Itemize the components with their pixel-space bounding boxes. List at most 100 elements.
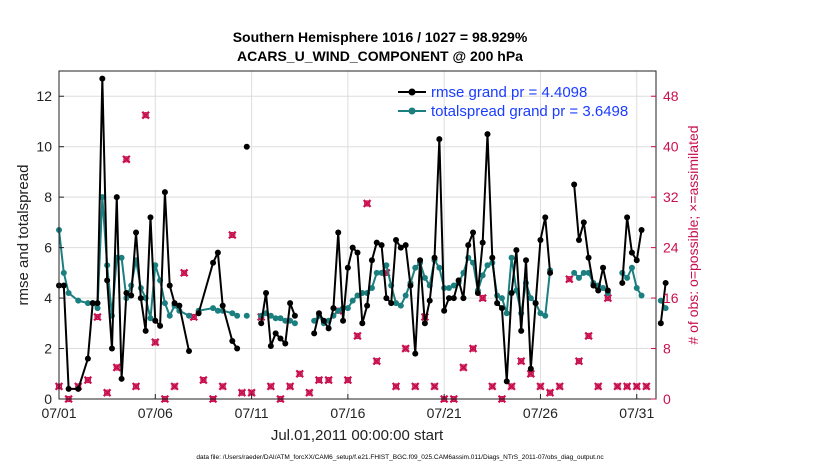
totalspread-point: [383, 262, 390, 269]
rmse-point: [585, 254, 592, 261]
rmse-point: [311, 330, 318, 337]
totalspread-point: [94, 305, 101, 312]
rmse-point: [166, 282, 173, 289]
obs-assimilated-point: [545, 388, 555, 397]
rmse-point: [65, 385, 72, 392]
totalspread-point: [354, 292, 361, 299]
rmse-point: [571, 181, 578, 188]
rmse-point: [123, 290, 130, 297]
totalspread-point: [335, 307, 342, 314]
rmse-point: [407, 282, 414, 289]
chart-subtitle: ACARS_U_WIND_COMPONENT @ 200 hPa: [237, 48, 523, 64]
obs-assimilated-point: [594, 382, 603, 391]
totalspread-point: [99, 194, 106, 201]
rmse-point: [195, 310, 202, 317]
rmse-point: [513, 247, 520, 254]
obs-assimilated-point: [517, 356, 526, 366]
obs-assimilated-point: [237, 388, 247, 397]
rmse-point: [393, 237, 400, 244]
rmse-point: [455, 277, 462, 284]
obs-possible-point: [103, 389, 111, 396]
y2-tick-label: 8: [663, 341, 671, 357]
rmse-point: [657, 320, 664, 327]
rmse-point: [108, 345, 115, 352]
rmse-point: [234, 345, 241, 352]
rmse-point: [291, 312, 298, 319]
rmse-point: [282, 340, 289, 347]
obs-possible-point: [489, 383, 496, 390]
obs-assimilated-point: [179, 268, 189, 278]
rmse-point: [532, 300, 539, 307]
totalspread-point: [571, 269, 578, 276]
obs-assimilated-point: [151, 338, 160, 347]
rmse-point: [600, 264, 607, 271]
totalspread-point: [498, 295, 505, 302]
rmse-point: [152, 317, 159, 324]
series-layer: [54, 75, 669, 404]
obs-assimilated-point: [459, 363, 468, 372]
obs-possible-point: [566, 276, 573, 283]
x-tick-label: 07/11: [235, 405, 269, 421]
obs-possible-point: [412, 383, 419, 390]
rmse-point: [142, 327, 149, 334]
obs-possible-point: [306, 389, 313, 396]
totalspread-point: [412, 264, 419, 271]
obs-assimilated-point: [314, 375, 324, 385]
obs-assimilated-point: [141, 110, 150, 120]
obs-possible-point: [556, 383, 563, 390]
x-axis-label: Jul.01,2011 00:00:00 start: [271, 427, 444, 444]
obs-possible-point: [633, 383, 640, 390]
obs-assimilated-point: [131, 382, 141, 391]
obs-possible-point: [479, 294, 486, 302]
totalspread-point: [402, 292, 409, 299]
y2-axis-label: # of obs: o=possible; ×=assimilated: [685, 125, 701, 344]
rmse-point: [359, 320, 366, 327]
obs-assimilated-point: [285, 382, 295, 391]
obs-possible-point: [623, 383, 631, 390]
rmse-point: [633, 257, 640, 264]
obs-possible-point: [286, 383, 294, 390]
rmse-point: [277, 335, 284, 342]
obs-assimilated-point: [613, 382, 622, 391]
obs-assimilated-point: [266, 382, 276, 391]
obs-assimilated-point: [295, 369, 304, 378]
rmse-point: [94, 300, 101, 307]
rmse-point: [157, 322, 164, 329]
rmse-point: [272, 330, 279, 337]
rmse-point: [315, 310, 322, 317]
y-tick-label: 6: [44, 240, 52, 256]
obs-possible-point: [363, 200, 371, 207]
totalspread-point: [147, 315, 154, 322]
rmse-point: [421, 320, 428, 327]
obs-possible-point: [614, 383, 621, 390]
plot-frame: [58, 70, 657, 400]
rmse-point: [508, 290, 515, 297]
totalspread-point: [537, 310, 544, 317]
rmse-point: [84, 355, 91, 362]
rmse-point: [604, 287, 611, 294]
totalspread-point: [229, 310, 236, 317]
totalspread-point: [575, 274, 582, 281]
rmse-point: [397, 244, 404, 251]
totalspread-point: [277, 315, 284, 322]
obs-assimilated-point: [391, 382, 401, 391]
rmse-point: [470, 229, 477, 236]
rmse-point: [426, 297, 433, 304]
y2-tick-label: 48: [663, 88, 679, 104]
rmse-point: [344, 264, 351, 271]
totalspread-point: [445, 284, 452, 291]
obs-possible-point: [181, 269, 188, 276]
totalspread-point: [152, 262, 159, 269]
totalspread-point: [344, 305, 351, 312]
rmse-point: [104, 277, 111, 284]
obs-possible-point: [518, 358, 525, 365]
totalspread-point: [542, 312, 549, 319]
obs-possible-point: [94, 313, 101, 321]
y2-tick-label: 0: [663, 391, 671, 407]
obs-possible-point: [431, 383, 438, 390]
rmse-point: [219, 302, 226, 309]
legend: rmse grand pr = 4.4098 totalspread grand…: [398, 84, 628, 120]
obs-possible-point: [123, 156, 130, 163]
y-tick-label: 2: [44, 341, 52, 357]
rmse-point: [479, 239, 486, 246]
